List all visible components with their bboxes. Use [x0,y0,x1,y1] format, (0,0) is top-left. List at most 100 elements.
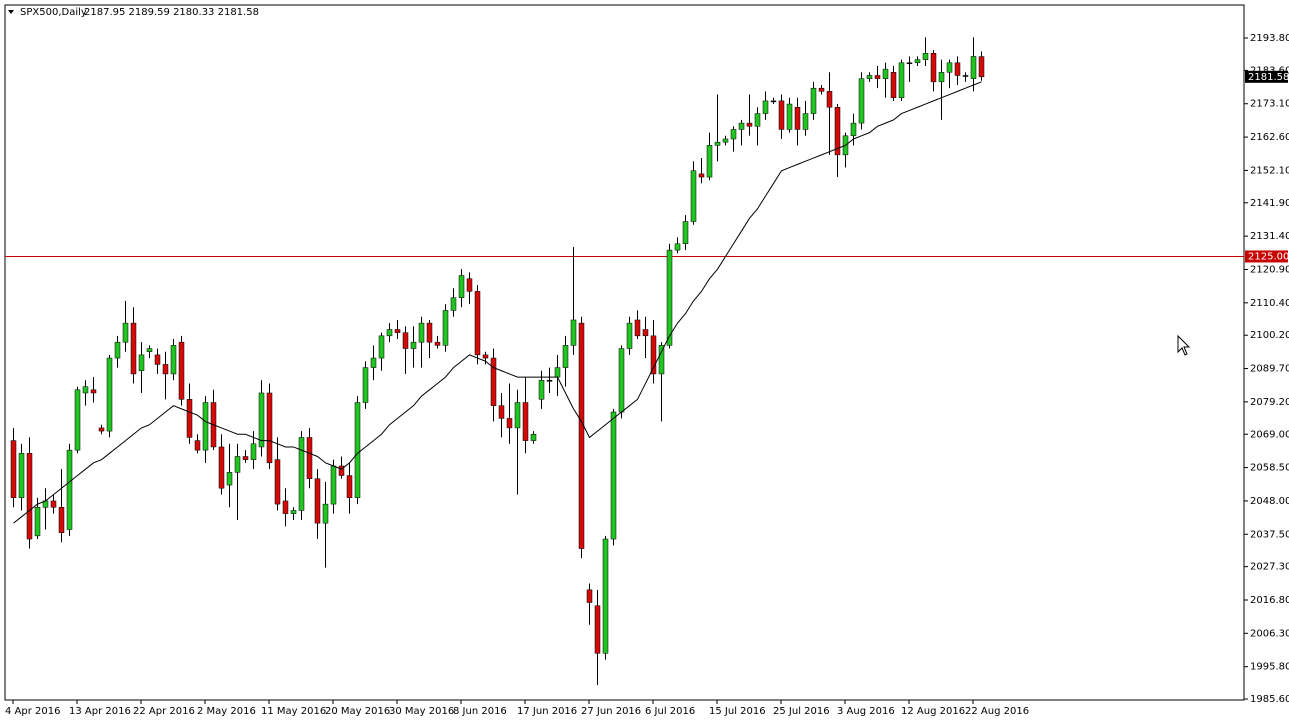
candle-body [434,341,441,346]
candle-body [602,538,609,654]
candle-body [730,129,737,140]
y-tick-label: 2100.20 [1250,330,1289,341]
y-tick-label: 2173.10 [1250,99,1289,110]
candle-body [162,364,169,375]
candle-body [778,100,785,130]
candle-body [202,402,209,451]
candle-body [362,367,369,403]
y-tick-label: 2037.50 [1250,529,1289,540]
candle-body [266,392,273,464]
candle-body [338,465,345,476]
candle-body [330,465,337,505]
candle-body [50,500,57,508]
chart-title: SPX500,Daily [20,7,87,18]
candle-body [90,389,97,394]
x-tick-label: 4 Apr 2016 [5,706,60,717]
candle-body [458,275,465,298]
y-tick-label: 2162.60 [1250,132,1289,143]
candle-body [586,589,593,603]
candle-body [634,319,641,337]
candle-body [530,434,537,441]
candle-body [178,341,185,400]
y-tick-label: 2193.80 [1250,33,1289,44]
candle-body [650,335,657,375]
candle-body [378,335,385,359]
menu-arrow[interactable] [8,10,14,14]
candle-body [898,62,905,98]
candle-body [122,322,129,343]
candle-body [322,503,329,524]
price-label: 2181.58 [1248,72,1289,83]
candle-body [682,221,689,245]
y-tick-label: 2141.90 [1250,198,1289,209]
candle-body [98,427,105,432]
candle-body [786,103,793,130]
candle-body [714,141,721,146]
candle-body [570,319,577,346]
candle-body [370,357,377,368]
candle-body [538,380,545,400]
plot-frame [4,4,1245,701]
y-tick-label: 2079.20 [1250,397,1289,408]
candle-body [866,75,873,79]
candle-body [938,72,945,83]
candle-body [906,62,913,65]
candle-body [834,106,841,156]
candle-body [114,341,121,359]
candle-body [402,332,409,349]
y-tick-label: 2152.10 [1250,165,1289,176]
y-tick-label: 2110.40 [1250,298,1289,309]
y-tick-label: 1995.80 [1250,662,1289,673]
price-label-box [1245,70,1288,83]
candle-body [386,329,393,337]
y-tick-label: 2120.90 [1250,264,1289,275]
candle-body [274,459,281,505]
candle-body [810,87,817,114]
candle-body [578,322,585,549]
candle-body [498,405,505,419]
candle-body [562,345,569,368]
candle-body [154,354,161,365]
y-tick-label: 2131.40 [1250,231,1289,242]
candle-body [474,291,481,356]
candle-body [914,59,921,64]
candle-body [850,122,857,137]
candle-body [482,354,489,359]
candle-body [962,75,969,77]
candle-body [594,605,601,654]
x-tick-label: 20 May 2016 [325,706,390,717]
candle-body [146,348,153,352]
x-tick-label: 2 May 2016 [197,706,256,717]
candle-body [954,62,961,76]
x-tick-label: 6 Jul 2016 [645,706,695,717]
candle-body [698,173,705,178]
candle-body [450,297,457,311]
candle-body [290,510,297,514]
candle-body [194,440,201,451]
candle-body [626,322,633,349]
candle-body [218,446,225,489]
candle-body [346,475,353,499]
candle-body [930,53,937,83]
candle-body [722,138,729,143]
x-tick-label: 15 Jul 2016 [709,706,766,717]
candle-body [394,329,401,333]
candle-body [874,75,881,79]
candle-body [66,449,73,530]
candle-body [466,278,473,292]
candle-body [546,380,553,382]
candle-body [970,56,977,79]
x-tick-label: 22 Aug 2016 [965,706,1029,717]
candle-body [130,322,137,375]
x-tick-label: 25 Jul 2016 [773,706,830,717]
candle-body [706,145,713,178]
candle-body [282,500,289,514]
candle-body [978,56,985,78]
candle-body [298,437,305,511]
candle-body [138,354,145,372]
candle-body [666,249,673,346]
candle-body [522,402,529,441]
y-tick-label: 2027.30 [1250,562,1289,573]
candle-body [418,322,425,343]
